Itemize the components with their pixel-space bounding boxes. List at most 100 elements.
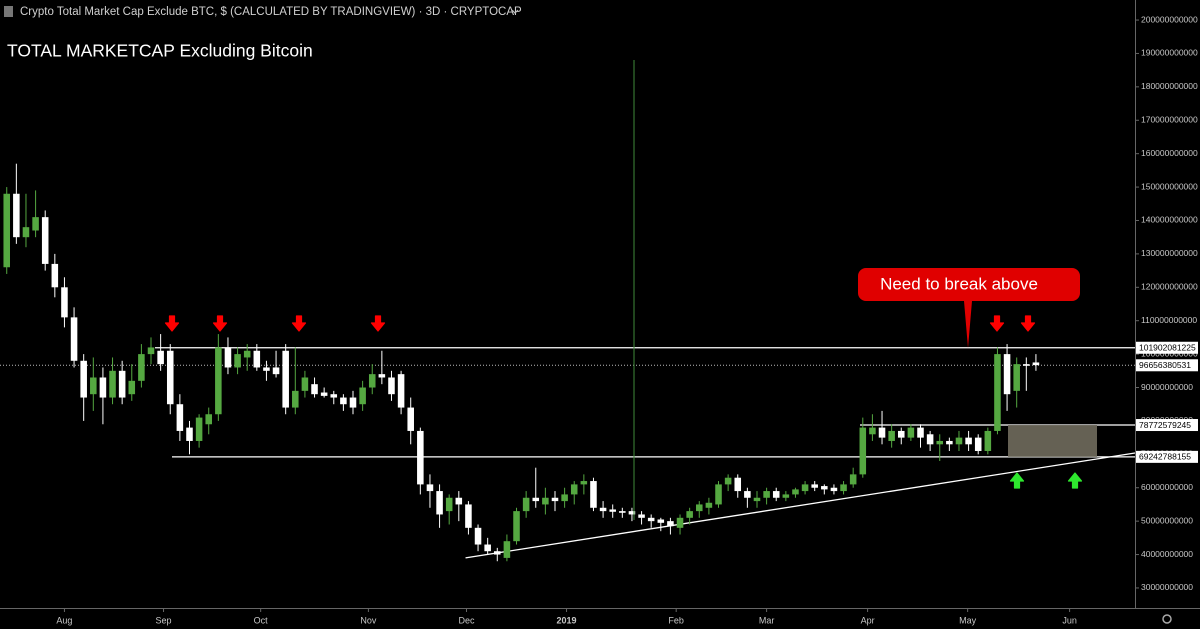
- candle-body: [455, 497, 463, 505]
- down-arrow: [1020, 315, 1036, 332]
- x-tick-label: Aug: [56, 615, 72, 625]
- level-price-box: [1136, 419, 1198, 432]
- annotation-layer: [0, 347, 1136, 559]
- level-price-box: [1136, 341, 1198, 354]
- settings-icon[interactable]: [1162, 614, 1172, 624]
- level-price-label: 69242788155: [1139, 452, 1191, 462]
- candle-body: [897, 430, 905, 438]
- candle-body: [195, 417, 203, 441]
- candle-body: [128, 380, 136, 395]
- candle-body: [215, 347, 222, 415]
- symbol-icon: [4, 6, 13, 17]
- candle-body: [253, 350, 261, 368]
- candle-body: [1003, 354, 1011, 395]
- header: Crypto Total Market Cap Exclude BTC, $ (…: [20, 6, 522, 18]
- candle-body: [474, 527, 482, 545]
- candle-body: [80, 360, 87, 398]
- candle-body: [99, 377, 107, 398]
- trend-line: [465, 452, 1136, 559]
- y-tick-label: 170000000000: [1141, 115, 1198, 125]
- candle-body: [965, 437, 972, 445]
- candle-body: [561, 494, 568, 502]
- price-axis-bg: [1135, 0, 1200, 629]
- candle-body: [946, 440, 953, 445]
- candle-body: [782, 494, 790, 498]
- header-chevron[interactable]: [511, 9, 519, 14]
- candle-body: [301, 377, 309, 391]
- y-tick-label: 90000000000: [1141, 382, 1193, 392]
- candle-body: [32, 217, 39, 231]
- candle-body: [926, 434, 934, 445]
- x-tick-label: May: [959, 615, 977, 625]
- candle-body: [821, 486, 828, 490]
- candle-body: [166, 350, 174, 405]
- x-tick-label: 2019: [557, 615, 577, 625]
- candle-body: [176, 404, 184, 431]
- candle-body: [90, 377, 97, 395]
- candle-body: [686, 511, 693, 518]
- y-tick-label: 30000000000: [1141, 582, 1193, 592]
- candle-body: [705, 502, 713, 508]
- candle-body: [542, 497, 549, 505]
- x-tick-label: Sep: [156, 615, 172, 625]
- x-tick-label: Dec: [458, 615, 475, 625]
- candle-body: [503, 541, 511, 558]
- x-tick-label: Feb: [668, 615, 684, 625]
- candle-body: [388, 377, 395, 395]
- x-tick-label: Nov: [360, 615, 377, 625]
- candle-body: [801, 484, 809, 492]
- candle-body: [118, 370, 126, 398]
- candle-body: [109, 370, 116, 398]
- candle-body: [70, 317, 78, 361]
- up-arrow: [1009, 472, 1025, 489]
- candle-body: [378, 374, 386, 378]
- y-tick-label: 150000000000: [1141, 181, 1198, 191]
- candle-body: [792, 489, 799, 495]
- level-price-box: [1136, 450, 1198, 463]
- down-arrow: [212, 315, 228, 332]
- candle-body: [551, 497, 559, 502]
- settings-gear[interactable]: [1162, 614, 1172, 624]
- callout-text: Need to break above: [880, 274, 1038, 293]
- candle-body: [426, 484, 434, 492]
- y-tick-label: 40000000000: [1141, 549, 1193, 559]
- candle-body: [1023, 364, 1030, 366]
- level-price-label: 96656380531: [1139, 360, 1191, 370]
- candle-body: [859, 427, 867, 475]
- candle-body: [878, 427, 886, 438]
- candle-body: [599, 507, 607, 512]
- candle-body: [628, 511, 636, 515]
- candle-body: [917, 427, 924, 438]
- candle-body: [272, 367, 280, 375]
- candle-body: [532, 497, 540, 502]
- candle-body: [849, 474, 857, 485]
- level-price-box: [1136, 359, 1198, 372]
- candle-body: [772, 491, 780, 498]
- candle-body: [1032, 362, 1040, 366]
- candle-body: [138, 354, 145, 381]
- candle-body: [638, 514, 645, 518]
- candle-body: [984, 430, 992, 451]
- candle-body: [3, 193, 11, 268]
- y-tick-label: 130000000000: [1141, 248, 1198, 258]
- candle-body: [407, 407, 414, 431]
- y-tick-label: 120000000000: [1141, 282, 1198, 292]
- candle-body: [657, 519, 665, 523]
- candle-body: [609, 509, 616, 512]
- candle-body: [994, 354, 1001, 431]
- candle-body: [936, 440, 944, 445]
- support-zone: [1008, 425, 1097, 457]
- candle-layer: [3, 163, 1040, 562]
- candle-body: [744, 491, 751, 498]
- candle-body: [888, 430, 895, 441]
- candle-body: [205, 414, 212, 425]
- candle-body: [224, 347, 232, 368]
- candle-body: [840, 484, 847, 492]
- candle-body: [147, 347, 155, 355]
- candle-body: [417, 430, 424, 485]
- down-arrow: [370, 315, 386, 332]
- candle-body: [869, 427, 876, 435]
- candle-body: [734, 477, 742, 492]
